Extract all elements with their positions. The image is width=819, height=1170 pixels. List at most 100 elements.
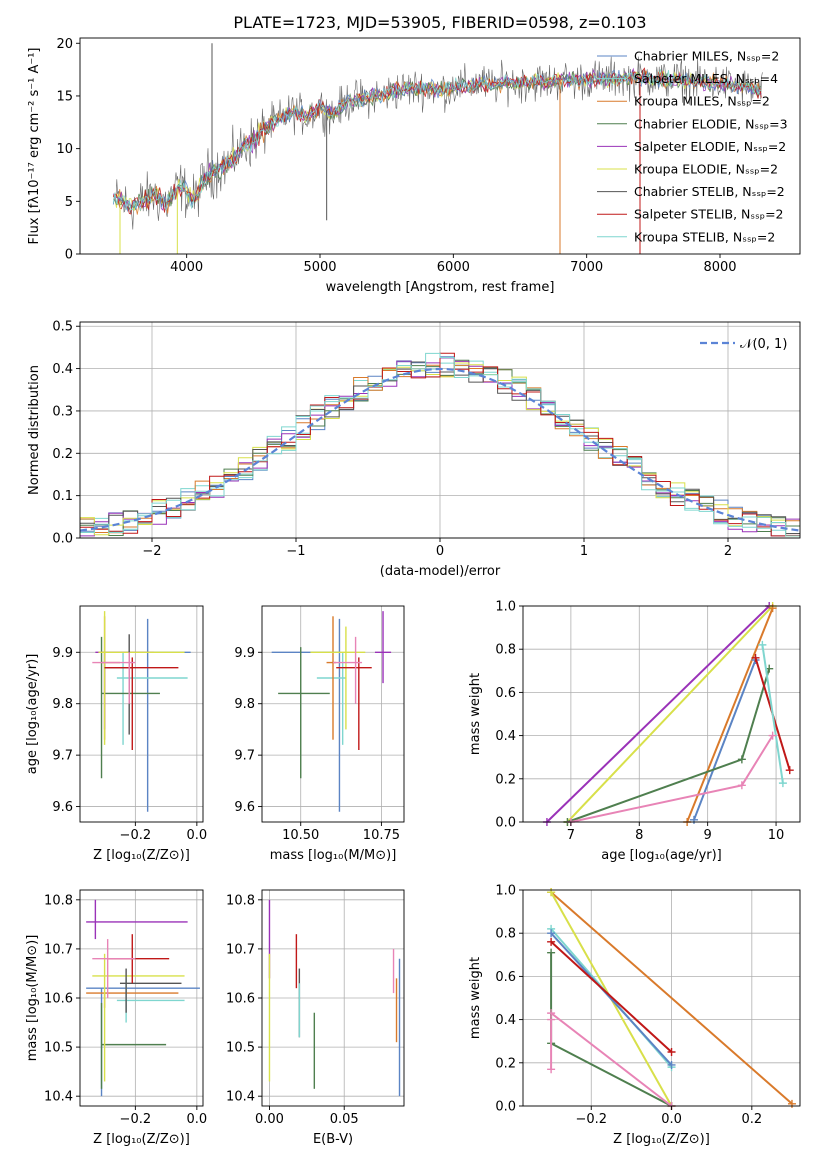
legend-label: 𝒩(0, 1) bbox=[740, 337, 787, 352]
y-tick-label: 0 bbox=[65, 248, 73, 263]
plot-area-z-mass bbox=[86, 899, 200, 1097]
y-axis-label: Flux [fλ10⁻¹⁷ erg cm⁻² s⁻¹ A⁻¹] bbox=[27, 48, 42, 245]
axes-frame bbox=[79, 37, 801, 255]
x-tick-label: 10 bbox=[768, 828, 785, 843]
normal-curve bbox=[79, 367, 801, 532]
x-axis-label: Z [log₁₀(Z/Z⊙)] bbox=[93, 848, 190, 863]
y-tick-label: 10 bbox=[56, 142, 73, 157]
y-tick-label: 10.5 bbox=[44, 1041, 73, 1056]
y-tick-label: 0.0 bbox=[495, 816, 516, 831]
axes-frame bbox=[261, 605, 405, 823]
y-tick-label: 9.9 bbox=[234, 646, 255, 661]
y-tick-label: 10.4 bbox=[226, 1090, 255, 1105]
y-tick-label: 0.8 bbox=[495, 643, 516, 658]
weight-marker bbox=[547, 1065, 556, 1074]
axes-frame bbox=[522, 605, 801, 823]
x-tick-label: 9 bbox=[704, 828, 712, 843]
x-tick-label: 0 bbox=[436, 544, 444, 559]
axes-z-age: −0.2 0.0 9.6 9.7 9.8 9.9 Z [log₁₀(Z/Z⊙)] age [l… bbox=[25, 605, 207, 863]
y-tick-label: 0.6 bbox=[495, 970, 516, 985]
weight-marker bbox=[768, 731, 777, 740]
x-tick-label: −0.2 bbox=[120, 1112, 152, 1127]
y-tick-label: 0.6 bbox=[495, 686, 516, 701]
y-tick-label: 0.1 bbox=[52, 489, 73, 504]
axes-residuals: 𝒩(0, 1) −2 −1 0 1 2 0.0 0.1 0.2 0.3 0.4 0.5 (data-mo… bbox=[27, 320, 801, 579]
y-axis-label: mass weight bbox=[468, 673, 483, 755]
weight-marker bbox=[751, 653, 760, 662]
spectrum-line-kroupa_stelib bbox=[112, 69, 762, 211]
y-tick-label: 1.0 bbox=[495, 600, 516, 615]
axes-frame bbox=[261, 889, 405, 1107]
weight-line-salpeter_elodie bbox=[546, 605, 770, 823]
x-axis-label: E(B-V) bbox=[313, 1132, 353, 1147]
x-axis-label: Z [log₁₀(Z/Z⊙)] bbox=[93, 1132, 190, 1147]
x-tick-label: 0.0 bbox=[661, 1112, 682, 1127]
axes-spectrum: Chabrier MILES, Nₛₛₚ=2 Salpeter MILES, Nₛ… bbox=[27, 37, 801, 295]
weight-line-salpeter_miles bbox=[761, 644, 784, 784]
weight-line-pink bbox=[550, 1012, 673, 1107]
plot-area-residuals: 𝒩(0, 1) bbox=[79, 337, 801, 537]
weight-marker bbox=[547, 888, 556, 897]
axes-frame bbox=[522, 889, 801, 1107]
x-tick-label: 8000 bbox=[703, 260, 736, 275]
figure-title: PLATE=1723, MJD=53905, FIBERID=0598, z=0… bbox=[233, 13, 646, 32]
plot-area-z-age bbox=[92, 611, 191, 812]
x-tick-label: 6000 bbox=[437, 260, 470, 275]
weight-marker bbox=[667, 1060, 676, 1069]
axes-frame bbox=[79, 889, 204, 1107]
y-tick-label: 10.8 bbox=[226, 893, 255, 908]
y-tick-label: 0.0 bbox=[52, 532, 73, 547]
weight-marker bbox=[667, 1048, 676, 1056]
y-tick-label: 9.9 bbox=[52, 646, 73, 661]
legend-label: Salpeter MILES, Nₛₛₚ=4 bbox=[634, 71, 778, 86]
weight-line-salpeter_stelib bbox=[550, 941, 673, 1053]
plot-area-age-weight bbox=[542, 602, 794, 826]
y-tick-label: 10.8 bbox=[44, 893, 73, 908]
y-tick-label: 5 bbox=[65, 195, 73, 210]
x-tick-label: 8 bbox=[635, 828, 643, 843]
legend-label: Kroupa STELIB, Nₛₛₚ=2 bbox=[634, 229, 775, 244]
plots-layer: Chabrier MILES, Nₛₛₚ=2 Salpeter MILES, Nₛ… bbox=[25, 37, 801, 1147]
x-tick-label: 0.0 bbox=[187, 1112, 208, 1127]
y-tick-label: 15 bbox=[56, 89, 73, 104]
weight-line-chabrier_elodie bbox=[550, 952, 672, 1107]
legend: 𝒩(0, 1) bbox=[700, 337, 787, 352]
x-axis-label: wavelength [Angstrom, rest frame] bbox=[326, 280, 555, 295]
weight-marker bbox=[737, 781, 746, 790]
legend-label: Kroupa ELODIE, Nₛₛₚ=2 bbox=[634, 162, 778, 177]
y-tick-label: 9.8 bbox=[52, 697, 73, 712]
weight-marker bbox=[778, 779, 787, 788]
weight-marker bbox=[758, 640, 767, 649]
x-tick-label: 1 bbox=[580, 544, 588, 559]
weight-marker bbox=[547, 948, 556, 957]
y-tick-label: 9.7 bbox=[234, 749, 255, 764]
x-tick-label: 0.05 bbox=[330, 1112, 359, 1127]
weight-marker bbox=[737, 755, 746, 764]
y-tick-label: 1.0 bbox=[495, 884, 516, 899]
axes-frame bbox=[79, 605, 204, 823]
y-tick-label: 9.6 bbox=[234, 800, 255, 815]
y-tick-label: 10.7 bbox=[44, 942, 73, 957]
y-tick-label: 0.2 bbox=[495, 772, 516, 787]
y-tick-label: 9.7 bbox=[52, 749, 73, 764]
y-tick-label: 0.8 bbox=[495, 927, 516, 942]
y-tick-label: 0.4 bbox=[52, 362, 73, 377]
axes-mass-age: 10.50 10.75 9.6 9.7 9.8 9.9 mass [log₁₀(M/M⊙)] bbox=[234, 605, 405, 863]
legend-label: Kroupa MILES, Nₛₛₚ=2 bbox=[634, 94, 770, 109]
legend: Chabrier MILES, Nₛₛₚ=2 Salpeter MILES, Nₛ… bbox=[597, 49, 788, 244]
weight-line-chabrier_miles bbox=[693, 659, 757, 821]
weight-marker bbox=[768, 604, 777, 613]
weight-marker bbox=[547, 1015, 556, 1024]
axes-z-weight: −0.2 0.0 0.2 0.0 0.2 0.4 0.6 0.8 1.0 Z [log₁₀(Z/Z… bbox=[468, 884, 801, 1147]
y-tick-label: 0.0 bbox=[495, 1100, 516, 1115]
x-tick-label: 7000 bbox=[570, 260, 603, 275]
y-tick-label: 9.8 bbox=[234, 697, 255, 712]
x-tick-label: 2 bbox=[724, 544, 732, 559]
x-tick-label: −1 bbox=[286, 544, 305, 559]
y-tick-label: 0.4 bbox=[495, 729, 516, 744]
histogram-salpeter_stelib bbox=[80, 352, 800, 537]
x-axis-label: Z [log₁₀(Z/Z⊙)] bbox=[613, 1132, 710, 1147]
x-tick-label: 5000 bbox=[303, 260, 336, 275]
y-tick-label: 0.3 bbox=[52, 404, 73, 419]
